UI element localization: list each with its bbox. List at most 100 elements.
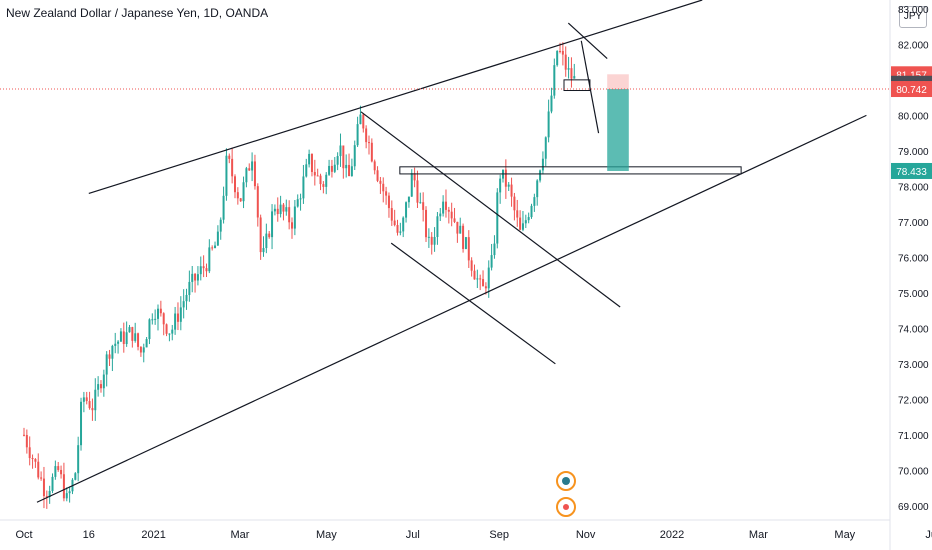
candle-body: [37, 461, 40, 478]
candle-body: [476, 278, 479, 280]
stop-loss-zone[interactable]: [607, 74, 629, 90]
candle-body: [122, 331, 125, 345]
candle-body: [174, 313, 177, 330]
candle-body: [544, 137, 547, 159]
candle-body: [473, 270, 476, 280]
x-tick-label: Mar: [231, 529, 250, 541]
x-tick-label: 2021: [141, 529, 165, 541]
candle-body: [62, 474, 65, 499]
candle-body: [262, 248, 265, 253]
candle-body: [176, 313, 179, 322]
candle-body: [145, 339, 148, 348]
candle-body: [550, 95, 553, 112]
candle-body: [564, 54, 567, 70]
candle-body: [236, 192, 239, 199]
candle-body: [328, 165, 331, 175]
candle-body: [171, 329, 174, 334]
candle-body: [199, 266, 202, 275]
candle-body: [402, 217, 405, 232]
candle-body: [419, 202, 422, 204]
economic-event-icon-dot: [563, 504, 569, 510]
candle-body: [399, 231, 402, 233]
currency-button[interactable]: JPY: [899, 6, 927, 28]
candle-body: [196, 274, 199, 281]
candle-body: [137, 333, 140, 347]
candle-body: [533, 197, 536, 206]
candle-body: [541, 158, 544, 171]
candle-body: [430, 236, 433, 245]
candle-body: [191, 273, 194, 282]
candle-body: [330, 165, 333, 172]
candle-body: [54, 466, 57, 477]
candle-body: [339, 145, 342, 157]
candle-body: [239, 198, 242, 202]
candle-body: [205, 268, 208, 272]
y-tick-label: 75.000: [898, 289, 929, 300]
trendline[interactable]: [360, 111, 621, 308]
candle-body: [293, 206, 296, 229]
candle-body: [416, 180, 419, 203]
candle-body: [119, 331, 122, 342]
candle-body: [168, 333, 171, 335]
candle-body: [362, 114, 365, 129]
candle-body: [310, 153, 313, 172]
trendline[interactable]: [390, 242, 556, 365]
candle-body: [208, 247, 211, 272]
candle-body: [57, 466, 60, 470]
y-tick-label: 72.000: [898, 395, 929, 406]
candle-body: [131, 327, 134, 341]
candle-body: [467, 237, 470, 261]
trendline[interactable]: [36, 114, 867, 503]
candle-body: [479, 278, 482, 280]
candle-body: [214, 245, 217, 249]
candle-body: [313, 171, 316, 176]
candle-body: [382, 183, 385, 192]
candle-body: [216, 231, 219, 246]
candle-body: [114, 343, 117, 346]
candle-body: [102, 374, 105, 389]
candle-body: [365, 128, 368, 143]
candle-body: [202, 266, 205, 269]
candle-body: [376, 170, 379, 181]
candle-body: [125, 332, 128, 345]
candle-body: [45, 496, 48, 498]
candle-body: [25, 434, 28, 448]
candle-body: [88, 401, 91, 409]
candle-body: [134, 333, 137, 341]
candle-body: [302, 176, 305, 199]
candle-body: [456, 221, 459, 234]
candle-body: [233, 176, 236, 193]
x-tick-label: Ju: [925, 529, 932, 541]
candle-body: [539, 170, 542, 181]
candle-body: [447, 209, 450, 212]
candle-body: [211, 247, 214, 249]
price-tag: [891, 81, 932, 98]
y-tick-label: 79.000: [898, 147, 929, 158]
trendline[interactable]: [88, 0, 703, 195]
candle-body: [427, 236, 430, 238]
candle-body: [462, 225, 465, 249]
y-tick-label: 69.000: [898, 502, 929, 513]
candle-body: [353, 145, 356, 167]
candle-body: [570, 68, 573, 79]
candle-body: [482, 279, 485, 287]
candle-body: [296, 199, 299, 207]
candle-body: [42, 478, 45, 497]
trendline[interactable]: [580, 40, 600, 134]
candle-body: [82, 397, 85, 402]
trendline[interactable]: [567, 22, 608, 60]
take-profit-zone[interactable]: [607, 89, 629, 171]
candle-body: [547, 111, 550, 138]
candle-body: [396, 225, 399, 233]
candle-body: [553, 65, 556, 96]
candle-body: [444, 201, 447, 210]
candle-body: [85, 397, 88, 402]
x-tick-label: Jul: [406, 529, 420, 541]
candle-body: [345, 164, 348, 169]
candle-body: [256, 186, 259, 218]
candle-body: [259, 217, 262, 253]
candle-body: [373, 161, 376, 171]
support-zone-box[interactable]: [399, 166, 742, 175]
candle-body: [407, 196, 410, 203]
